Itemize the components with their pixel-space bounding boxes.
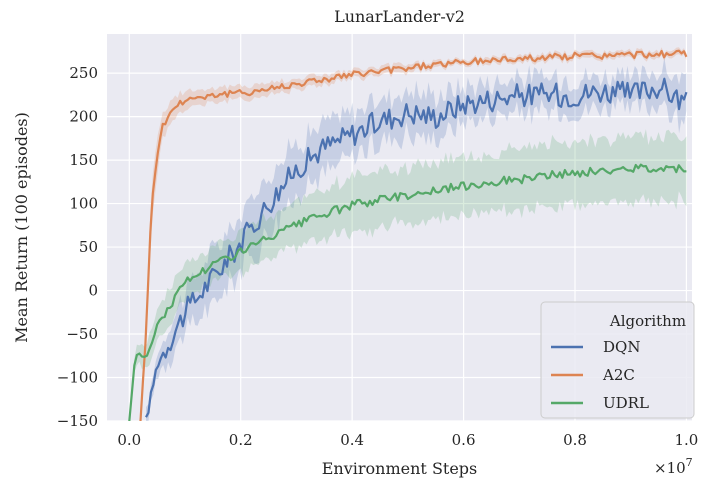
y-tick-labels: −150 −100 −50 0 50 100 150 200 250 xyxy=(57,64,98,430)
y-tick-label: 250 xyxy=(69,64,98,82)
y-tick-label: 50 xyxy=(79,238,98,256)
x-tick-label: 0.0 xyxy=(117,431,141,449)
legend-label-udrl: UDRL xyxy=(603,394,649,412)
series-lines xyxy=(128,49,688,421)
chart-title: LunarLander-v2 xyxy=(334,7,465,26)
x-axis-multiplier-exponent: 7 xyxy=(686,456,693,469)
y-axis-label: Mean Return (100 episodes) xyxy=(12,112,31,343)
x-axis-multiplier: ×107 xyxy=(654,456,693,477)
grid-lines xyxy=(107,34,692,422)
x-tick-label: 0.6 xyxy=(452,431,476,449)
series-line-a2c xyxy=(139,49,688,421)
confidence-bands xyxy=(129,47,687,421)
y-tick-label: 150 xyxy=(69,151,98,169)
band-dqn xyxy=(146,57,687,421)
x-tick-label: 0.8 xyxy=(563,431,587,449)
legend-label-dqn: DQN xyxy=(603,338,640,356)
y-tick-label: −100 xyxy=(57,369,98,387)
x-tick-label: 0.4 xyxy=(340,431,364,449)
band-udrl xyxy=(129,129,687,421)
x-tick-label: 1.0 xyxy=(674,431,698,449)
x-tick-labels: 0.0 0.2 0.4 0.6 0.8 1.0 xyxy=(117,431,698,449)
y-tick-label: 0 xyxy=(88,282,98,300)
y-tick-label: −50 xyxy=(66,325,98,343)
legend: Algorithm DQN A2C UDRL xyxy=(540,301,695,419)
y-tick-label: 100 xyxy=(69,195,98,213)
legend-label-a2c: A2C xyxy=(602,366,635,384)
legend-items: DQN A2C UDRL xyxy=(551,338,649,412)
y-tick-label: −150 xyxy=(57,412,98,430)
x-axis-multiplier-base: ×10 xyxy=(654,459,686,477)
legend-box xyxy=(540,301,695,419)
legend-title: Algorithm xyxy=(609,312,686,330)
series-line-udrl xyxy=(128,163,687,421)
x-axis-label: Environment Steps xyxy=(322,459,478,478)
x-tick-label: 0.2 xyxy=(229,431,253,449)
y-tick-label: 200 xyxy=(69,108,98,126)
